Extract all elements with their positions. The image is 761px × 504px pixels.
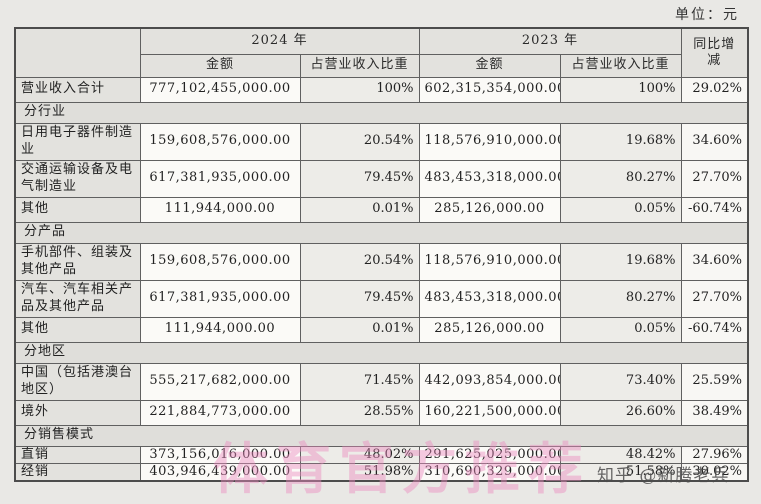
table-row: 直销 373,156,016,000.00 48.02% 291,625,025…	[14, 445, 749, 464]
amount-2024: 159,608,576,000.00	[139, 122, 301, 161]
yoy-change: 27.70%	[680, 159, 749, 198]
pct-2023: 26.60%	[559, 399, 682, 426]
row-label: 营业收入合计	[14, 76, 141, 103]
pct-2024: 71.45%	[299, 362, 420, 401]
row-label: 其他	[14, 316, 141, 343]
amount-2023: 602,315,354,000.00	[418, 76, 561, 103]
amount-2023: 285,126,000.00	[418, 316, 561, 343]
pct-2023: 0.05%	[559, 316, 682, 343]
table-row: 境外 221,884,773,000.00 28.55% 160,221,500…	[14, 399, 749, 426]
amount-2023: 118,576,910,000.00	[418, 122, 561, 161]
amount-2023: 160,221,500,000.00	[418, 399, 561, 426]
row-label: 境外	[14, 399, 141, 426]
pct-2024: 20.54%	[299, 122, 420, 161]
section-header: 分地区	[14, 341, 749, 364]
pct-2023: 80.27%	[559, 159, 682, 198]
row-label: 直销	[14, 445, 141, 464]
pct-2023: 19.68%	[559, 242, 682, 281]
pct-2024: 79.45%	[299, 279, 420, 318]
section-row-sales-mode: 分销售模式	[14, 424, 749, 447]
table-row: 其他 111,944,000.00 0.01% 285,126,000.00 0…	[14, 316, 749, 343]
yoy-change: 30.02%	[680, 462, 749, 482]
row-label: 经销	[14, 462, 141, 482]
table-row: 日用电子器件制造业 159,608,576,000.00 20.54% 118,…	[14, 122, 749, 161]
amount-2024: 617,381,935,000.00	[139, 279, 301, 318]
pct-2024: 51.98%	[299, 462, 420, 482]
amount-2024: 617,381,935,000.00	[139, 159, 301, 198]
revenue-breakdown-table: 2024 年 2023 年 同比增减 金额 占营业收入比重 金额 占营业收入比重…	[14, 27, 749, 482]
pct-2024: 100%	[299, 76, 420, 103]
pct-2023: 100%	[559, 76, 682, 103]
pct-2023: 73.40%	[559, 362, 682, 401]
amount-2023: 483,453,318,000.00	[418, 279, 561, 318]
yoy-change: 27.70%	[680, 279, 749, 318]
amount-2024: 373,156,016,000.00	[139, 445, 301, 464]
pct-2023: 48.42%	[559, 445, 682, 464]
pct-2024: 79.45%	[299, 159, 420, 198]
row-label: 中国（包括港澳台地区）	[14, 362, 141, 401]
row-label: 交通运输设备及电气制造业	[14, 159, 141, 198]
amount-2024: 221,884,773,000.00	[139, 399, 301, 426]
section-header: 分产品	[14, 221, 749, 244]
amount-2023-header: 金额	[418, 53, 561, 78]
yoy-change: -60.74%	[680, 316, 749, 343]
amount-2024: 777,102,455,000.00	[139, 76, 301, 103]
row-label: 手机部件、组装及其他产品	[14, 242, 141, 281]
amount-2024-header: 金额	[139, 53, 301, 78]
pct-2024: 48.02%	[299, 445, 420, 464]
pct-2024: 20.54%	[299, 242, 420, 281]
pct-2024: 28.55%	[299, 399, 420, 426]
pct-2023: 80.27%	[559, 279, 682, 318]
table-row: 手机部件、组装及其他产品 159,608,576,000.00 20.54% 1…	[14, 242, 749, 281]
table-row: 经销 403,946,439,000.00 51.98% 310,690,329…	[14, 462, 749, 482]
amount-2024: 111,944,000.00	[139, 196, 301, 223]
table-header-row-years: 2024 年 2023 年 同比增减	[14, 27, 749, 78]
row-label: 日用电子器件制造业	[14, 122, 141, 161]
section-header: 分销售模式	[14, 424, 749, 447]
yoy-change: -60.74%	[680, 196, 749, 223]
amount-2023: 291,625,025,000.00	[418, 445, 561, 464]
yoy-change: 38.49%	[680, 399, 749, 426]
amount-2023: 483,453,318,000.00	[418, 159, 561, 198]
amount-2024: 159,608,576,000.00	[139, 242, 301, 281]
pct-2023: 0.05%	[559, 196, 682, 223]
table-row: 其他 111,944,000.00 0.01% 285,126,000.00 0…	[14, 196, 749, 223]
section-row-industry: 分行业	[14, 101, 749, 124]
pct-2023: 51.58%	[559, 462, 682, 482]
yoy-change: 29.02%	[680, 76, 749, 103]
section-row-product: 分产品	[14, 221, 749, 244]
table-row: 交通运输设备及电气制造业 617,381,935,000.00 79.45% 4…	[14, 159, 749, 198]
year-2024-header: 2024 年	[139, 27, 420, 55]
amount-2023: 118,576,910,000.00	[418, 242, 561, 281]
amount-2024: 111,944,000.00	[139, 316, 301, 343]
unit-label: 单位：元	[675, 7, 739, 23]
table-header-row-metrics: 金额 占营业收入比重 金额 占营业收入比重	[15, 53, 748, 78]
table-row-total: 营业收入合计 777,102,455,000.00 100% 602,315,3…	[14, 76, 749, 103]
row-label: 其他	[14, 196, 141, 223]
yoy-change: 27.96%	[680, 445, 749, 464]
yoy-change: 34.60%	[680, 122, 749, 161]
year-2023-header: 2023 年	[418, 27, 682, 55]
amount-2023: 310,690,329,000.00	[418, 462, 561, 482]
table-row: 中国（包括港澳台地区） 555,217,682,000.00 71.45% 44…	[14, 362, 749, 401]
amount-2024: 555,217,682,000.00	[139, 362, 301, 401]
table-row: 汽车、汽车相关产品及其他产品 617,381,935,000.00 79.45%…	[14, 279, 749, 318]
section-header: 分行业	[14, 101, 749, 124]
pct-2024-header: 占营业收入比重	[299, 53, 420, 78]
amount-2024: 403,946,439,000.00	[139, 462, 301, 482]
yoy-header: 同比增减	[680, 27, 749, 78]
pct-2024: 0.01%	[299, 196, 420, 223]
section-row-region: 分地区	[14, 341, 749, 364]
pct-2024: 0.01%	[299, 316, 420, 343]
pct-2023: 19.68%	[559, 122, 682, 161]
corner-cell	[14, 27, 141, 78]
yoy-change: 25.59%	[680, 362, 749, 401]
row-label: 汽车、汽车相关产品及其他产品	[14, 279, 141, 318]
pct-2023-header: 占营业收入比重	[559, 53, 682, 78]
yoy-change: 34.60%	[680, 242, 749, 281]
amount-2023: 442,093,854,000.00	[418, 362, 561, 401]
amount-2023: 285,126,000.00	[418, 196, 561, 223]
